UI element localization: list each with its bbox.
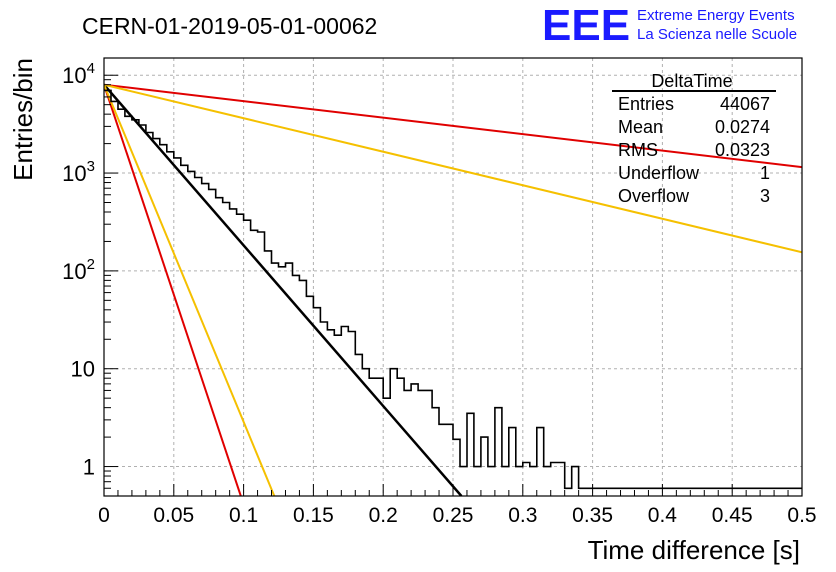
stats-value-rms: 0.0323 [715,140,770,160]
stats-label-overflow: Overflow [618,186,690,206]
y-tick-label: 10 [71,357,95,382]
x-tick-label: 0.45 [712,504,753,527]
x-tick-label: 0.1 [229,504,258,527]
stats-value-entries: 44067 [720,94,770,114]
x-tick-label: 0.15 [293,504,334,527]
run-title: CERN-01-2019-05-01-00062 [82,13,377,39]
y-tick-label: 104 [62,60,95,88]
grid-lines [104,58,802,496]
y-tick-label: 1 [83,455,95,480]
stats-title: DeltaTime [651,71,732,91]
x-tick-label: 0.3 [508,504,537,527]
x-axis-label: Time difference [s] [588,535,800,565]
stats-box: DeltaTime Entries 44067 Mean 0.0274 RMS … [612,71,776,206]
histogram-outline [104,89,802,490]
stats-label-entries: Entries [618,94,674,114]
stats-value-underflow: 1 [760,163,770,183]
fit-line-2 [104,84,242,496]
x-tick-label: 0.5 [787,504,816,527]
logo-line-1: Extreme Energy Events [637,7,795,24]
x-tick-label: 0.05 [153,504,194,527]
stats-label-underflow: Underflow [618,163,700,183]
x-tick-label: 0 [98,504,110,527]
fit-line-3 [104,84,276,496]
stats-label-mean: Mean [618,117,663,137]
fit-line-4 [104,83,802,169]
fit-lines [104,83,802,496]
x-tick-label: 0.25 [433,504,474,527]
y-tick-label: 102 [62,256,95,284]
stats-label-rms: RMS [618,140,658,160]
y-axis: 1 10 102 103 104 [62,60,118,497]
histogram [104,89,802,490]
eee-logo: EEE [542,1,630,50]
stats-value-mean: 0.0274 [715,117,770,137]
x-axis: 0 0.05 0.1 0.15 0.2 0.25 0.3 0.35 0.4 0.45 0.5 [98,484,817,527]
y-tick-label: 103 [62,158,95,186]
logo-line-2: La Scienza nelle Scuole [637,26,797,43]
fit-line-5 [104,83,802,254]
x-tick-label: 0.2 [369,504,398,527]
fit-line-1 [104,83,463,496]
x-tick-label: 0.35 [572,504,613,527]
y-axis-label: Entries/bin [8,58,38,181]
stats-value-overflow: 3 [760,186,770,206]
x-tick-label: 0.4 [648,504,678,527]
